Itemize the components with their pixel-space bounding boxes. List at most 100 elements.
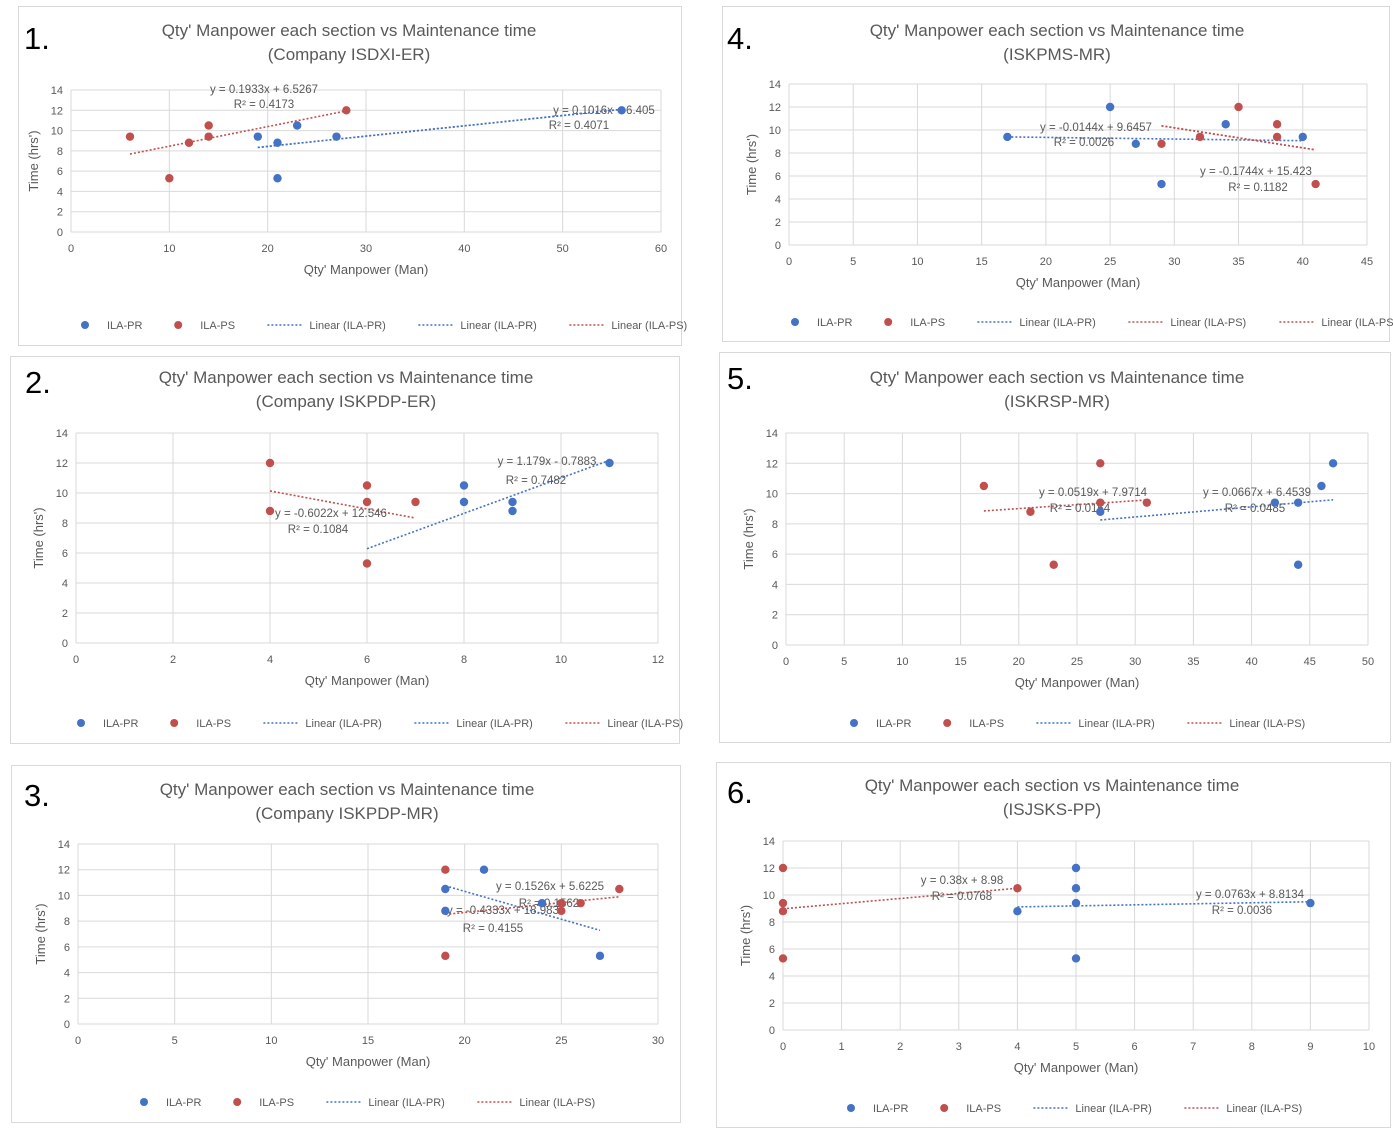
chart-panel-1: 1. Qty' Manpower each section vs Mainten… [18,6,687,346]
legend-marker-ps [940,1104,949,1112]
x-tick-label: 4 [1014,1041,1020,1053]
data-point-ps [1157,139,1166,148]
x-tick-label: 7 [1190,1041,1196,1053]
y-tick-label: 6 [64,942,70,954]
trendline-r-squared: R² = 0.4071 [549,120,609,132]
legend-marker-pr [77,719,85,727]
x-tick-label: 15 [976,256,988,268]
y-tick-label: 14 [766,428,778,440]
data-point-ps [362,481,372,490]
chart-title-line-1: Qty' Manpower each section vs Maintenanc… [161,21,537,40]
x-tick-label: 0 [73,654,79,666]
legend-label-lin_pr: Linear (ILA-PR) [305,718,381,730]
y-tick-label: 6 [57,166,63,178]
x-tick-label: 0 [68,243,74,255]
x-axis-label: Qty' Manpower (Man) [1016,275,1141,290]
trendline-r-squared: R² = 0.4173 [234,99,294,111]
x-tick-label: 40 [1245,656,1257,668]
data-point-pr [1071,954,1081,963]
x-tick-label: 30 [1168,256,1180,268]
data-point-pr [1071,884,1081,893]
data-point-ps [204,121,213,130]
scatter-plot: 0 2 4 6 8 10 12 14 0 10 20 30 40 50 60 Qty' Manpower (M… [26,84,687,332]
legend-label-lin_ps: Linear (ILA-PS) [1229,718,1305,730]
chart-title-line-1: Qty' Manpower each section vs Maintenanc… [159,780,535,799]
y-tick-label: 2 [775,217,781,229]
x-tick-label: 0 [75,1035,81,1047]
x-tick-label: 20 [1013,656,1025,668]
y-tick-label: 12 [56,458,68,470]
data-point-pr [1071,863,1081,873]
x-tick-label: 20 [262,243,274,255]
chart-title: Qty' Manpower each section vs Maintenanc… [807,366,1307,414]
trendline-equation: y = -0.4333x + 18.983 [447,905,559,917]
legend-label-ps: ILA-PS [910,317,945,329]
x-tick-label: 30 [652,1035,664,1047]
x-tick-label: 10 [896,656,908,668]
chart-title: Qty' Manpower each section vs Maintenanc… [802,774,1302,822]
chart-title-line-2: (Company ISKPDP-ER) [255,392,437,411]
y-tick-label: 12 [766,458,778,470]
y-tick-label: 14 [763,836,775,848]
legend-marker-pr [850,719,858,727]
legend-label-ps: ILA-PS [966,1103,1001,1115]
chart-title: Qty' Manpower each section vs Maintenanc… [96,366,596,414]
legend-label-ps: ILA-PS [196,718,231,730]
trendline-equation: y = 0.0667x + 6.4539 [1203,487,1311,499]
legend-marker-ps [884,318,893,326]
y-axis-label: Time (hrs') [31,507,46,568]
x-tick-label: 25 [1071,656,1083,668]
x-tick-label: 5 [850,256,856,268]
x-tick-label: 15 [954,656,966,668]
x-tick-label: 10 [555,654,567,666]
x-tick-label: 40 [458,243,470,255]
x-tick-label: 3 [956,1041,962,1053]
y-tick-label: 10 [51,126,63,138]
data-point-ps [265,506,275,516]
y-axis-label: Time (hrs') [26,130,41,191]
y-tick-label: 0 [57,227,63,239]
y-tick-label: 0 [769,1025,775,1037]
data-point-ps [1026,507,1035,516]
x-tick-label: 0 [780,1041,786,1053]
y-tick-label: 8 [62,518,68,530]
chart-title: Qty' Manpower each section vs Maintenanc… [99,19,599,67]
y-tick-label: 6 [769,944,775,956]
scatter-plot: 0 2 4 6 8 10 12 14 0 5 10 15 20 25 30 Qty' Manpower (Ma… [33,839,664,1109]
y-tick-label: 0 [62,638,68,650]
data-point-pr [292,121,302,130]
data-point-ps [204,132,213,141]
legend-label-ps: ILA-PS [200,320,235,332]
x-tick-label: 2 [170,654,176,666]
x-tick-label: 0 [786,256,792,268]
x-tick-label: 45 [1361,256,1373,268]
x-tick-label: 5 [172,1035,178,1047]
data-point-ps [778,863,788,873]
x-axis-label: Qty' Manpower (Man) [306,1054,431,1069]
x-tick-label: 6 [364,654,370,666]
chart-title-line-1: Qty' Manpower each section vs Maintenanc… [869,21,1245,40]
y-tick-label: 8 [772,519,778,531]
trendline-equation: y = 0.0519x + 7.9714 [1039,487,1148,499]
y-tick-label: 8 [769,917,775,929]
y-tick-label: 14 [56,428,68,440]
data-point-ps [441,951,450,961]
y-tick-label: 0 [775,240,781,252]
legend-marker-pr [791,318,799,326]
y-axis-label: Time (hrs') [741,508,756,569]
x-tick-label: 20 [1040,256,1052,268]
data-point-ps [1272,132,1282,142]
data-point-pr [1131,139,1140,148]
y-tick-label: 0 [772,640,778,652]
x-tick-label: 35 [1232,256,1244,268]
legend-label-lin_ps: Linear (ILA-PS) [1226,1103,1302,1115]
y-tick-label: 2 [57,207,63,219]
trendline-ps [445,895,620,916]
data-point-pr [1328,459,1338,468]
y-tick-label: 14 [769,79,781,91]
x-tick-label: 10 [163,243,175,255]
x-tick-label: 10 [265,1035,277,1047]
x-tick-label: 12 [652,654,664,666]
data-point-pr [1013,907,1022,916]
y-tick-label: 4 [57,186,63,198]
